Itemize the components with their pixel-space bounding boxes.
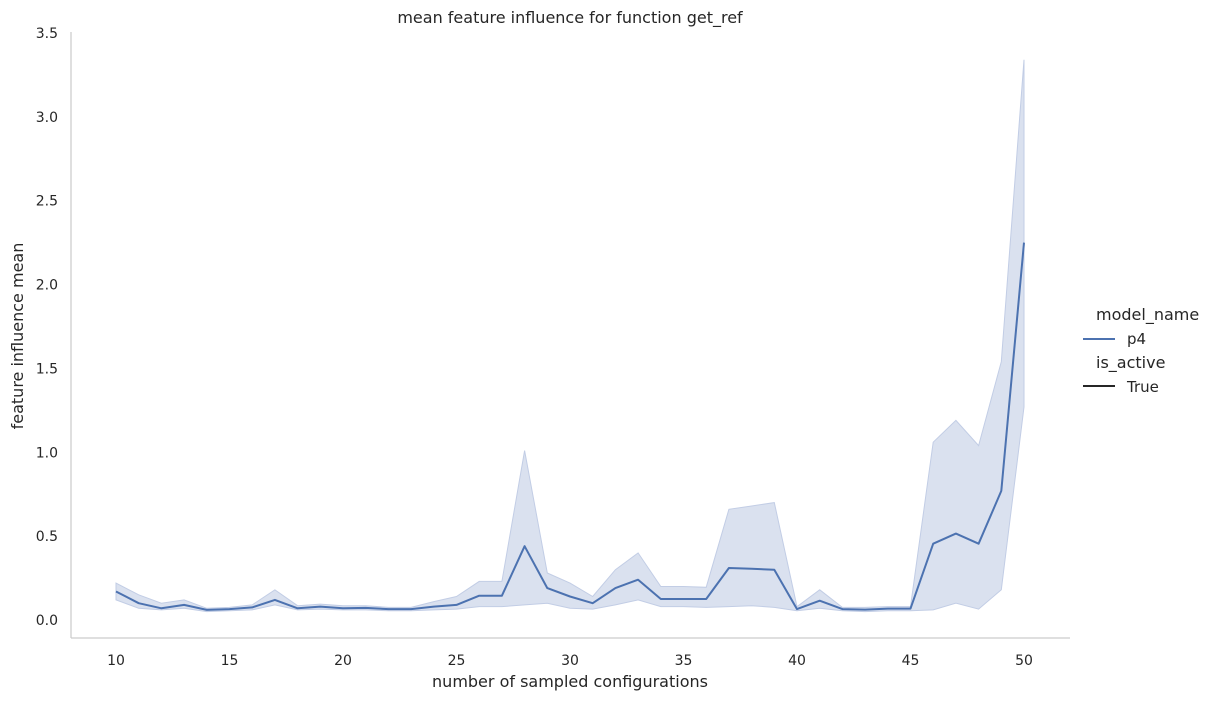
legend-label-true: True	[1126, 378, 1159, 396]
x-tick-label: 35	[675, 653, 693, 669]
x-tick-label: 45	[902, 653, 920, 669]
x-tick-label: 20	[334, 653, 352, 669]
y-tick-label: 1.0	[36, 445, 58, 461]
x-tick-label: 25	[448, 653, 466, 669]
plot-area	[115, 59, 1025, 613]
y-tick-labels: 0.0 0.5 1.0 1.5 2.0 2.5 3.0 3.5	[36, 26, 58, 629]
x-tick-labels: 10 15 20 25 30 35 40 45 50	[107, 653, 1033, 669]
y-tick-label: 2.5	[36, 194, 58, 210]
y-tick-label: 2.0	[36, 278, 58, 294]
y-tick-label: 0.5	[36, 529, 58, 545]
series-line-layer	[115, 242, 1025, 611]
x-tick-label: 30	[561, 653, 579, 669]
confidence-band-p4	[115, 59, 1025, 613]
y-tick-label: 3.0	[36, 110, 58, 126]
y-tick-label: 0.0	[36, 613, 58, 629]
legend-label-p4: p4	[1127, 330, 1146, 348]
y-tick-label: 1.5	[36, 361, 58, 377]
x-tick-label: 15	[221, 653, 239, 669]
x-tick-label: 10	[107, 653, 125, 669]
chart-title: mean feature influence for function get_…	[397, 8, 743, 28]
legend: model_name p4 is_active True	[1083, 305, 1199, 396]
y-axis-label: feature influence mean	[8, 243, 27, 430]
y-tick-label: 3.5	[36, 26, 58, 42]
series-line-p4	[115, 242, 1025, 611]
x-tick-label: 50	[1015, 653, 1033, 669]
legend-title-is-active: is_active	[1096, 353, 1165, 373]
confidence-band-layer	[115, 59, 1025, 613]
legend-title-model-name: model_name	[1096, 305, 1199, 325]
x-tick-label: 40	[788, 653, 806, 669]
x-axis-label: number of sampled configurations	[432, 672, 708, 691]
